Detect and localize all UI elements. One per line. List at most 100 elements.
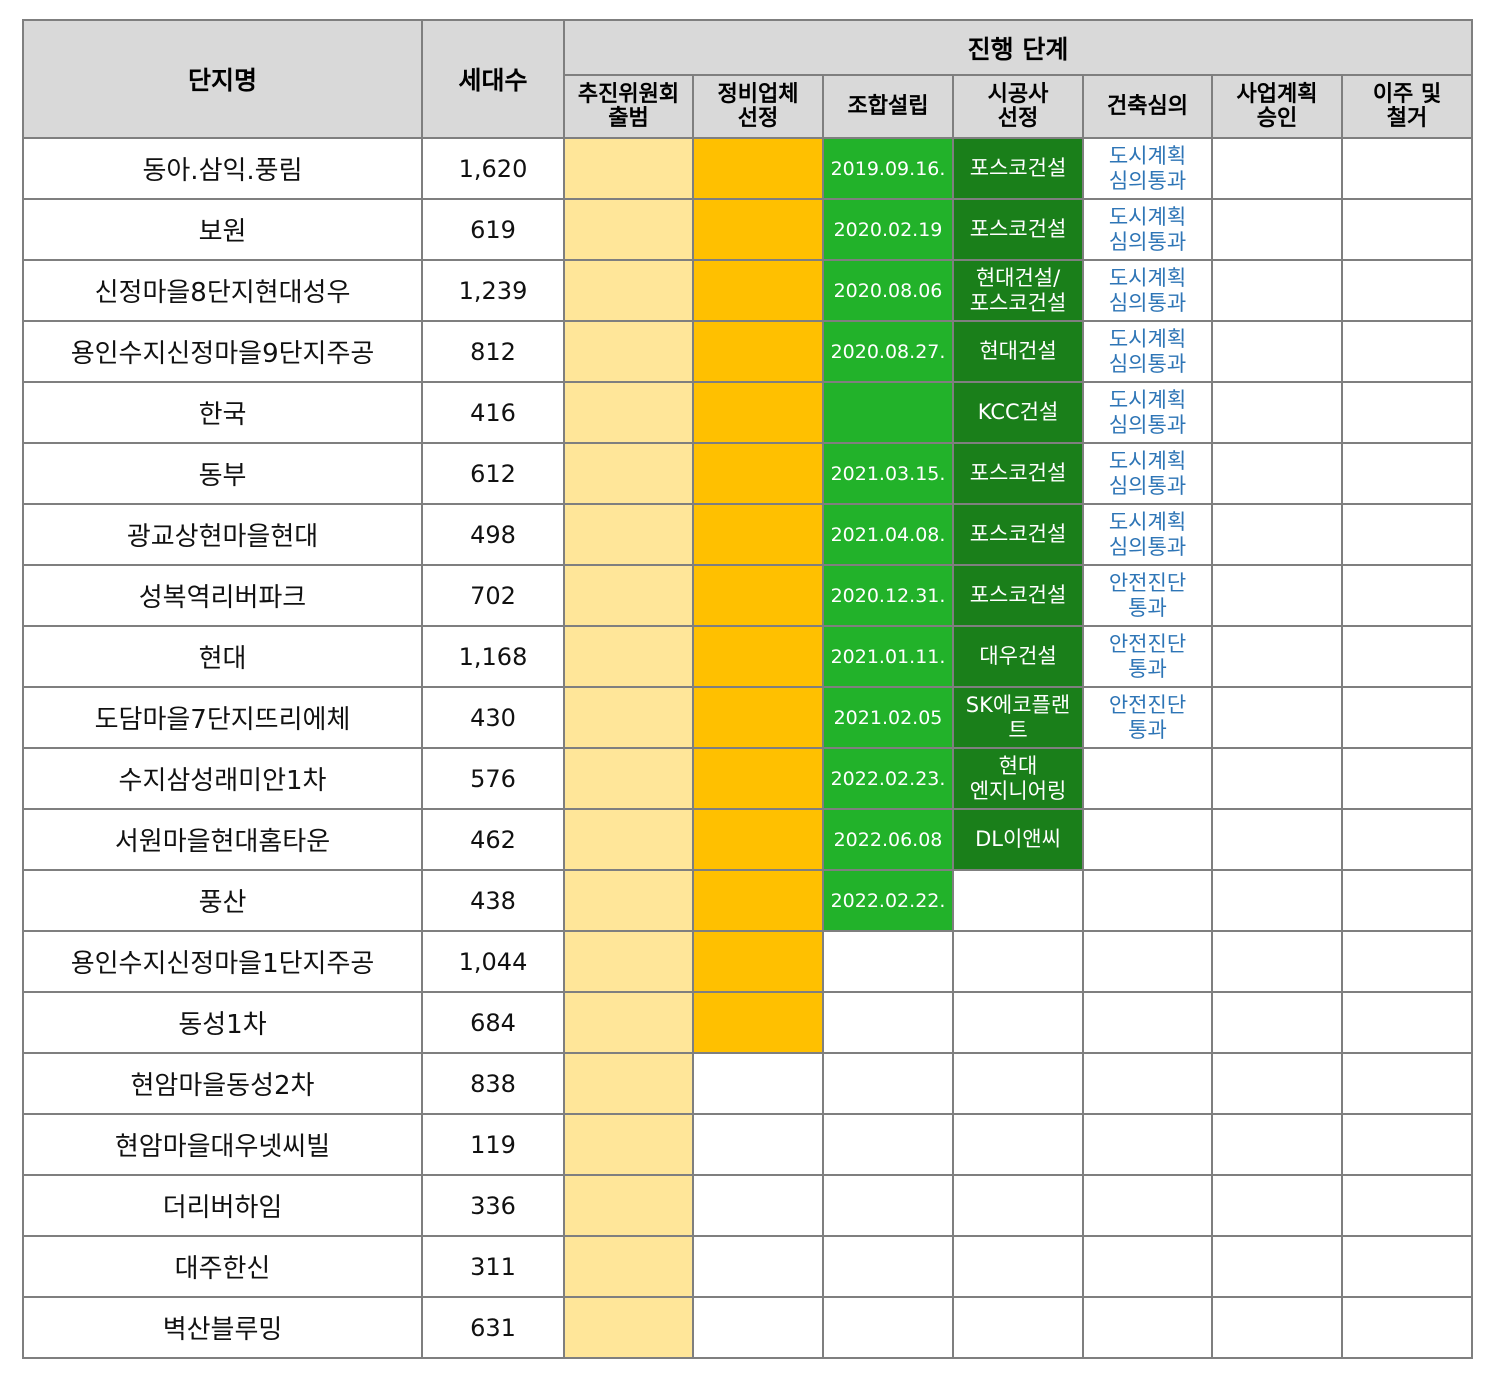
- stage-approval-cell: [1211, 1052, 1343, 1115]
- household-count-cell: 336: [421, 1174, 565, 1237]
- stage-approval-cell: [1211, 198, 1343, 261]
- stage-union-cell: 2020.08.06: [822, 259, 954, 322]
- stage-approval-cell: [1211, 1113, 1343, 1176]
- complex-name-cell: 서원마을현대홈타운: [22, 808, 423, 871]
- table-row: 광교상현마을현대 498 2021.04.08. 포스코건설 도시계획 심의통과: [22, 503, 1474, 566]
- stage-union-cell: 2021.01.11.: [822, 625, 954, 688]
- household-count-cell: 462: [421, 808, 565, 871]
- stage-approval-cell: [1211, 869, 1343, 932]
- complex-name-cell: 도담마을7단지뜨리에체: [22, 686, 423, 749]
- complex-name-cell: 동성1차: [22, 991, 423, 1054]
- stage-committee-cell: [563, 320, 694, 383]
- stage-approval-cell: [1211, 747, 1343, 810]
- stage-approval-cell: [1211, 686, 1343, 749]
- stage-agency-cell: [692, 259, 824, 322]
- stage-relocation-cell: [1340, 869, 1474, 932]
- household-count-cell: 631: [421, 1296, 565, 1359]
- stage-review-cell: [1082, 991, 1213, 1054]
- stage-contractor-cell: [952, 1052, 1084, 1115]
- header-stage-committee: 추진위원회 출범: [563, 74, 694, 139]
- stage-contractor-cell: [952, 1174, 1084, 1237]
- stage-union-cell: 2020.12.31.: [822, 564, 954, 627]
- household-count-cell: 311: [421, 1235, 565, 1298]
- stage-union-cell: 2021.02.05: [822, 686, 954, 749]
- stage-committee-cell: [563, 991, 694, 1054]
- stage-contractor-cell: SK에코플랜 트: [952, 686, 1084, 749]
- stage-review-cell: 도시계획 심의통과: [1082, 442, 1213, 505]
- stage-relocation-cell: [1340, 381, 1474, 444]
- table-row: 동부 612 2021.03.15. 포스코건설 도시계획 심의통과: [22, 442, 1474, 505]
- stage-approval-cell: [1211, 442, 1343, 505]
- header-stage-relocation: 이주 및 철거: [1340, 74, 1474, 139]
- stage-agency-cell: [692, 442, 824, 505]
- stage-union-cell: 2020.02.19: [822, 198, 954, 261]
- stage-approval-cell: [1211, 564, 1343, 627]
- table-row: 더리버하임 336: [22, 1174, 1474, 1237]
- household-count-cell: 1,239: [421, 259, 565, 322]
- stage-committee-cell: [563, 869, 694, 932]
- stage-review-cell: 도시계획 심의통과: [1082, 137, 1213, 200]
- household-count-cell: 576: [421, 747, 565, 810]
- stage-agency-cell: [692, 381, 824, 444]
- stage-union-cell: [822, 991, 954, 1054]
- stage-committee-cell: [563, 1235, 694, 1298]
- stage-agency-cell: [692, 1296, 824, 1359]
- table-row: 한국 416 KCC건설 도시계획 심의통과: [22, 381, 1474, 444]
- stage-relocation-cell: [1340, 1174, 1474, 1237]
- stage-agency-cell: [692, 747, 824, 810]
- household-count-cell: 684: [421, 991, 565, 1054]
- stage-approval-cell: [1211, 625, 1343, 688]
- stage-contractor-cell: 현대 엔지니어링: [952, 747, 1084, 810]
- stage-contractor-cell: [952, 1296, 1084, 1359]
- stage-agency-cell: [692, 686, 824, 749]
- complex-name-cell: 현대: [22, 625, 423, 688]
- table-row: 동성1차 684: [22, 991, 1474, 1054]
- stage-agency-cell: [692, 320, 824, 383]
- complex-name-cell: 광교상현마을현대: [22, 503, 423, 566]
- stage-approval-cell: [1211, 381, 1343, 444]
- stage-committee-cell: [563, 686, 694, 749]
- table-row: 풍산 438 2022.02.22.: [22, 869, 1474, 932]
- stage-committee-cell: [563, 259, 694, 322]
- stage-review-cell: [1082, 1113, 1213, 1176]
- household-count-cell: 438: [421, 869, 565, 932]
- stage-committee-cell: [563, 442, 694, 505]
- household-count-cell: 1,620: [421, 137, 565, 200]
- stage-relocation-cell: [1340, 808, 1474, 871]
- stage-union-cell: 2021.04.08.: [822, 503, 954, 566]
- stage-review-cell: 도시계획 심의통과: [1082, 259, 1213, 322]
- table-row: 서원마을현대홈타운 462 2022.06.08 DL이앤씨: [22, 808, 1474, 871]
- stage-union-cell: 2021.03.15.: [822, 442, 954, 505]
- stage-review-cell: [1082, 1052, 1213, 1115]
- household-count-cell: 498: [421, 503, 565, 566]
- stage-union-cell: [822, 1174, 954, 1237]
- stage-relocation-cell: [1340, 747, 1474, 810]
- stage-review-cell: 안전진단 통과: [1082, 686, 1213, 749]
- stage-approval-cell: [1211, 259, 1343, 322]
- table-header: 단지명 세대수 진행 단계 추진위원회 출범 정비업체 선정 조합설립 시공사 …: [22, 18, 1474, 139]
- stage-committee-cell: [563, 381, 694, 444]
- household-count-cell: 702: [421, 564, 565, 627]
- stage-contractor-cell: [952, 869, 1084, 932]
- stage-relocation-cell: [1340, 137, 1474, 200]
- complex-name-cell: 대주한신: [22, 1235, 423, 1298]
- stage-agency-cell: [692, 869, 824, 932]
- stage-committee-cell: [563, 564, 694, 627]
- household-count-cell: 1,168: [421, 625, 565, 688]
- stage-union-cell: [822, 1296, 954, 1359]
- stage-committee-cell: [563, 1174, 694, 1237]
- stage-committee-cell: [563, 503, 694, 566]
- table-row: 대주한신 311: [22, 1235, 1474, 1298]
- stage-committee-cell: [563, 1296, 694, 1359]
- stage-approval-cell: [1211, 991, 1343, 1054]
- complex-name-cell: 동부: [22, 442, 423, 505]
- stage-union-cell: 2022.02.23.: [822, 747, 954, 810]
- stage-agency-cell: [692, 1113, 824, 1176]
- stage-relocation-cell: [1340, 1052, 1474, 1115]
- stage-agency-cell: [692, 564, 824, 627]
- stage-relocation-cell: [1340, 503, 1474, 566]
- stage-contractor-cell: 현대건설: [952, 320, 1084, 383]
- table-row: 보원 619 2020.02.19 포스코건설 도시계획 심의통과: [22, 198, 1474, 261]
- stage-committee-cell: [563, 625, 694, 688]
- stage-union-cell: [822, 1113, 954, 1176]
